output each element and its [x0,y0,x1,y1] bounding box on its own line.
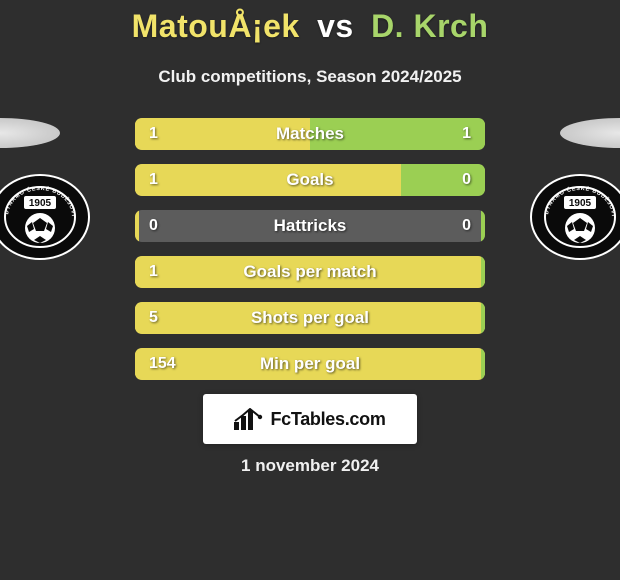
page-title: MatouÅ¡ek vs D. Krch [0,0,620,45]
stat-label: Goals per match [243,262,376,282]
stats-comparison: Matches 1 1 Goals 1 0 Hattricks 0 0 Goals per mat… [135,118,485,380]
badge-year: 1905 [29,198,52,209]
left-badge-column: 1905 SK DYNAMO ČESKÉ BUDĚJOVICE [0,118,120,260]
stat-bar-right [401,164,485,196]
fctables-branding: FcTables.com [203,394,417,444]
stat-cap-left [135,302,139,334]
fctables-logo-icon [234,408,264,430]
stat-value-right: 1 [462,125,471,143]
badge-year: 1905 [569,198,592,209]
stat-label: Shots per goal [251,308,369,328]
stat-label: Goals [286,170,333,190]
stat-cap-right [481,348,485,380]
stat-cap-left [135,164,139,196]
stat-cap-right [481,302,485,334]
stat-value-left: 1 [149,171,158,189]
stat-row: Hattricks 0 0 [135,210,485,242]
stat-value-right: 0 [462,171,471,189]
vs-label: vs [317,8,354,44]
stat-value-left: 1 [149,125,158,143]
stat-label: Min per goal [260,354,360,374]
stat-row: Matches 1 1 [135,118,485,150]
club-crest-icon: 1905 SK DYNAMO ČESKÉ BUDĚJOVICE [530,174,620,260]
stat-value-left: 5 [149,309,158,327]
club-badge-left: 1905 SK DYNAMO ČESKÉ BUDĚJOVICE [0,174,90,260]
stat-cap-left [135,210,139,242]
stat-cap-left [135,348,139,380]
player-silhouette-icon [560,118,620,148]
stat-row: Min per goal 154 [135,348,485,380]
stat-row: Goals 1 0 [135,164,485,196]
stat-value-left: 1 [149,263,158,281]
stat-row: Goals per match 1 [135,256,485,288]
club-crest-icon: 1905 SK DYNAMO ČESKÉ BUDĚJOVICE [0,174,90,260]
stat-label: Hattricks [274,216,347,236]
player-silhouette-icon [0,118,60,148]
stat-value-left: 154 [149,355,176,373]
stat-cap-right [481,210,485,242]
stat-cap-left [135,256,139,288]
stat-bar-left [135,164,401,196]
stat-cap-right [481,164,485,196]
stat-label: Matches [276,124,344,144]
stat-cap-right [481,256,485,288]
club-badge-right: 1905 SK DYNAMO ČESKÉ BUDĚJOVICE [530,174,620,260]
stat-value-right: 0 [462,217,471,235]
fctables-text: FcTables.com [270,409,385,430]
subtitle: Club competitions, Season 2024/2025 [0,67,620,87]
player1-name: MatouÅ¡ek [132,8,300,44]
date-label: 1 november 2024 [0,456,620,476]
stat-cap-right [481,118,485,150]
right-badge-column: 1905 SK DYNAMO ČESKÉ BUDĚJOVICE [500,118,620,260]
stat-row: Shots per goal 5 [135,302,485,334]
player2-name: D. Krch [371,8,488,44]
stat-cap-left [135,118,139,150]
stat-value-left: 0 [149,217,158,235]
